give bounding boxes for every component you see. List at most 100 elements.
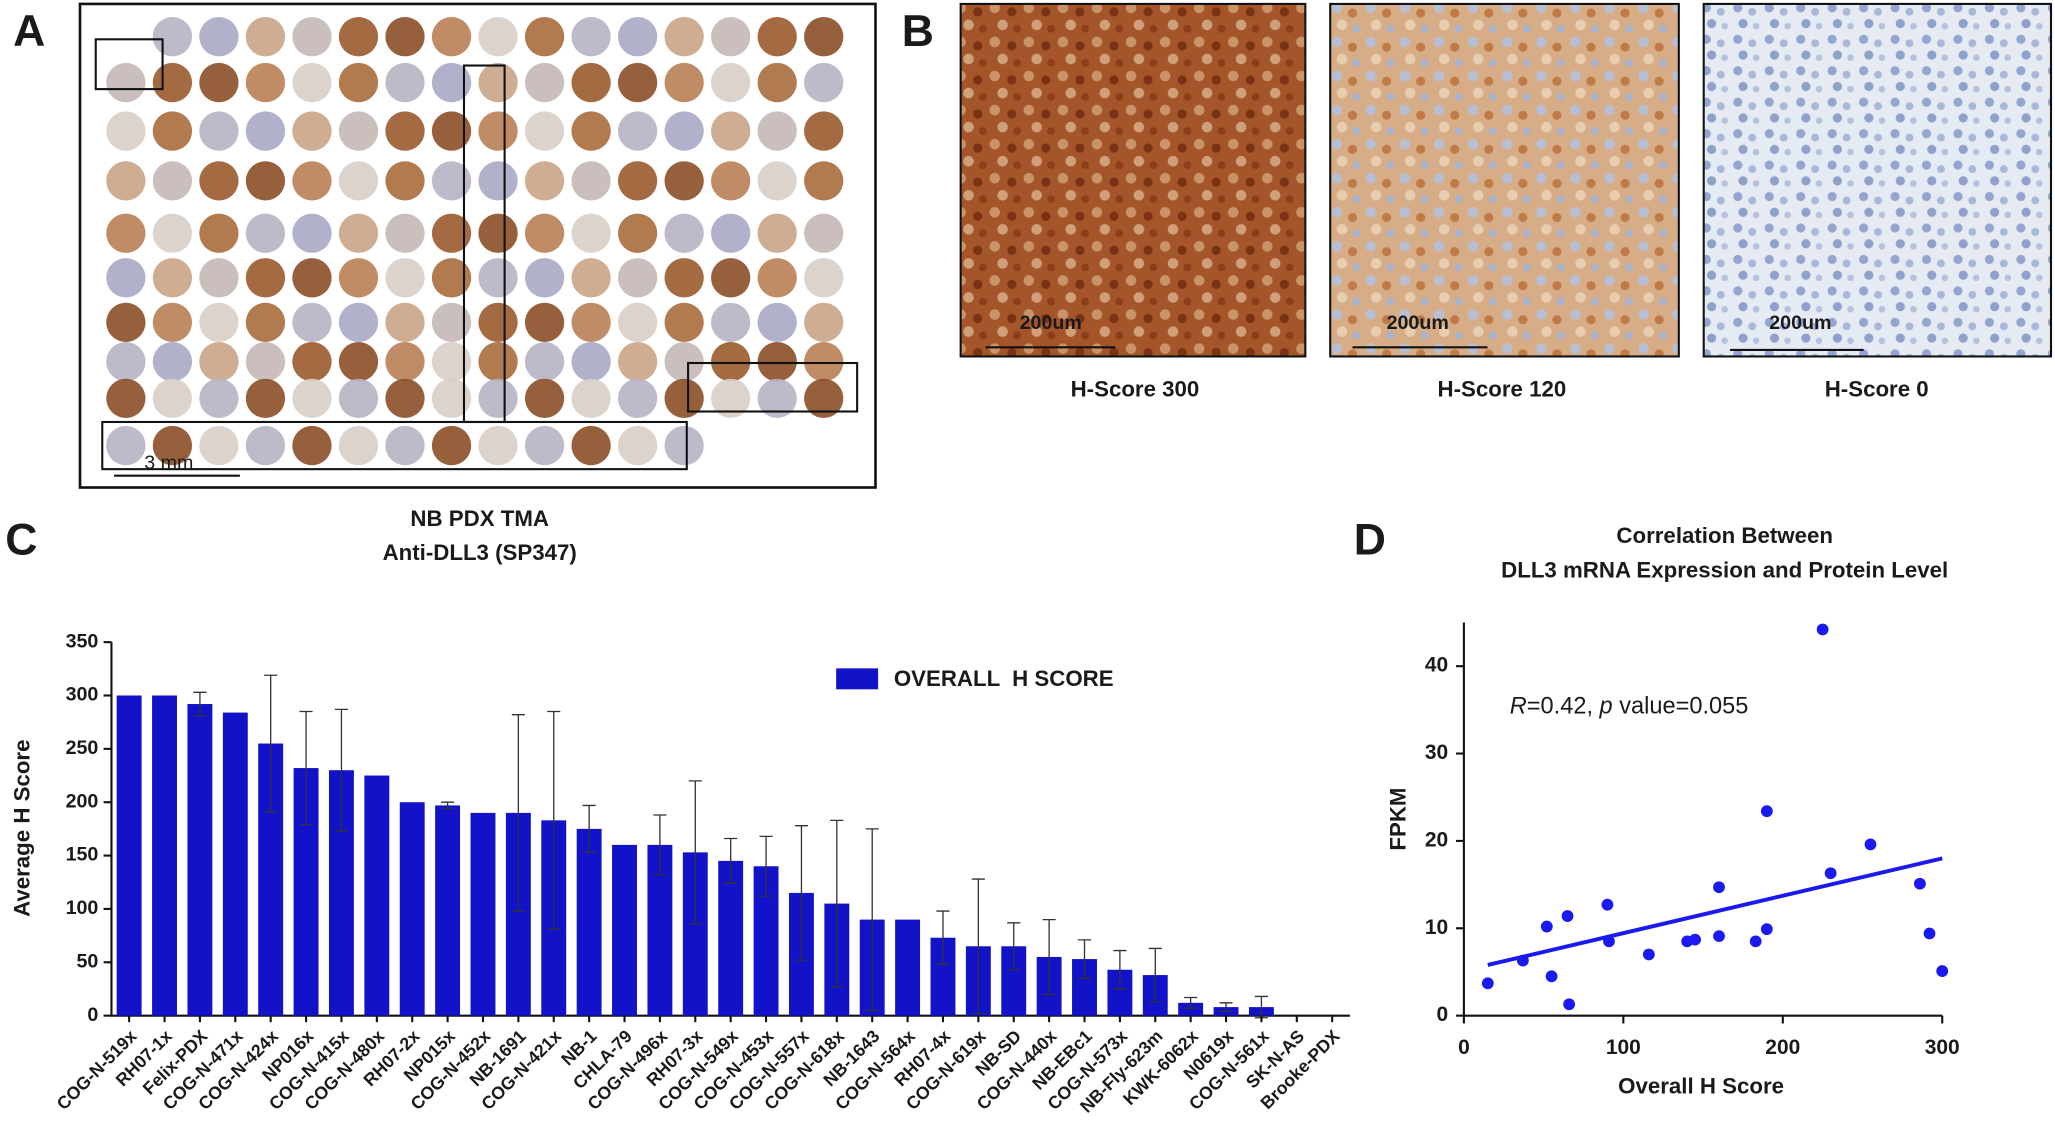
tma-core xyxy=(245,111,286,151)
tma-core xyxy=(711,62,751,103)
tma-core xyxy=(478,213,518,253)
data-point xyxy=(1816,623,1829,636)
tma-core xyxy=(431,378,472,419)
panel-label: B xyxy=(902,7,934,56)
scale-bar-label: 200um xyxy=(1387,312,1449,334)
tma-core xyxy=(571,161,611,201)
data-point xyxy=(1914,877,1926,890)
caption: H-Score 300 xyxy=(1071,376,1200,401)
data-point xyxy=(1481,977,1494,990)
tma-core xyxy=(245,302,286,343)
error-bar xyxy=(688,780,702,925)
panel-label: A xyxy=(13,7,45,56)
tma-core xyxy=(757,342,797,382)
y-tick-label: 40 xyxy=(1425,654,1448,677)
bar xyxy=(152,695,177,1016)
data-point xyxy=(1713,930,1725,943)
tma-core xyxy=(617,258,658,298)
tma-core xyxy=(245,258,286,298)
tma-core xyxy=(617,17,658,57)
tma-core xyxy=(292,213,332,253)
tma-core xyxy=(711,378,751,419)
data-point xyxy=(1923,927,1936,940)
tma-core xyxy=(338,213,379,253)
error-bar xyxy=(511,714,525,912)
tma-core xyxy=(245,161,286,201)
tma-core xyxy=(617,342,658,382)
tma-core xyxy=(385,62,425,103)
tma-core xyxy=(524,342,565,382)
tma-core xyxy=(338,258,379,298)
tma-core xyxy=(385,111,425,151)
error-bar xyxy=(299,710,313,826)
tma-core xyxy=(292,258,332,298)
tma-core xyxy=(524,161,565,201)
tma-core xyxy=(385,425,425,466)
tma-core xyxy=(199,213,239,253)
tma-core xyxy=(152,425,193,466)
bar xyxy=(435,805,461,1016)
tma-core xyxy=(292,302,332,343)
tma-core xyxy=(804,161,844,201)
annotation: R=0.42, p value=0.055 xyxy=(1510,693,1749,719)
tma-core xyxy=(385,213,425,253)
tma-core xyxy=(478,62,518,103)
tma-core xyxy=(292,425,332,466)
tma-core xyxy=(804,302,844,343)
caption: H-Score 0 xyxy=(1825,376,1929,401)
tma-core xyxy=(431,342,472,382)
tma-core xyxy=(757,161,797,201)
y-tick-label: 20 xyxy=(1425,828,1448,851)
highlight-box xyxy=(687,361,859,413)
x-tick-label: 300 xyxy=(1925,1036,1960,1059)
tma-core xyxy=(617,62,658,103)
tma-core xyxy=(338,111,379,151)
annotation-part: R xyxy=(1510,693,1527,719)
chart-title: DLL3 mRNA Expression and Protein Level xyxy=(1501,557,1948,582)
tma-core xyxy=(106,161,146,201)
tma-core xyxy=(431,111,472,151)
tma-core xyxy=(524,425,565,466)
tma-core xyxy=(478,258,518,298)
error-bar xyxy=(582,804,596,854)
micrograph xyxy=(1702,2,2053,358)
tma-core xyxy=(152,258,193,298)
tma-core xyxy=(292,342,332,382)
bar xyxy=(576,828,602,1016)
bar xyxy=(364,775,390,1016)
tma-core xyxy=(106,342,146,382)
tma-core xyxy=(106,302,146,343)
tma-core xyxy=(431,302,472,343)
tma-core xyxy=(292,111,332,151)
tma-core xyxy=(292,378,332,419)
y-tick-label: 10 xyxy=(1425,916,1448,939)
axis-line xyxy=(1462,622,1943,1017)
tma-core xyxy=(199,302,239,343)
tma-core xyxy=(711,342,751,382)
error-bar xyxy=(759,835,773,897)
tma-core xyxy=(617,378,658,419)
tma-core xyxy=(711,213,751,253)
micrograph xyxy=(1329,2,1680,358)
bar xyxy=(895,919,921,1016)
tma-core xyxy=(152,17,193,57)
tma-core xyxy=(338,378,379,419)
tma-core xyxy=(106,213,146,253)
tma-core xyxy=(711,258,751,298)
tma-core xyxy=(431,161,472,201)
tma-core xyxy=(711,161,751,201)
bar xyxy=(1178,1002,1204,1016)
error-bar xyxy=(1113,949,1127,990)
micrograph xyxy=(959,2,1307,358)
tma-core xyxy=(524,111,565,151)
scatter-chart: Correlation Between DLL3 mRNA Expression … xyxy=(1386,523,1960,1098)
tma-core xyxy=(478,378,518,419)
error-bar xyxy=(794,825,808,961)
data-point xyxy=(1864,838,1877,851)
x-tick-label: 200 xyxy=(1765,1036,1800,1059)
tma-core xyxy=(338,425,379,466)
error-bar xyxy=(264,674,278,813)
tma-core xyxy=(152,302,193,343)
tma-core xyxy=(385,258,425,298)
